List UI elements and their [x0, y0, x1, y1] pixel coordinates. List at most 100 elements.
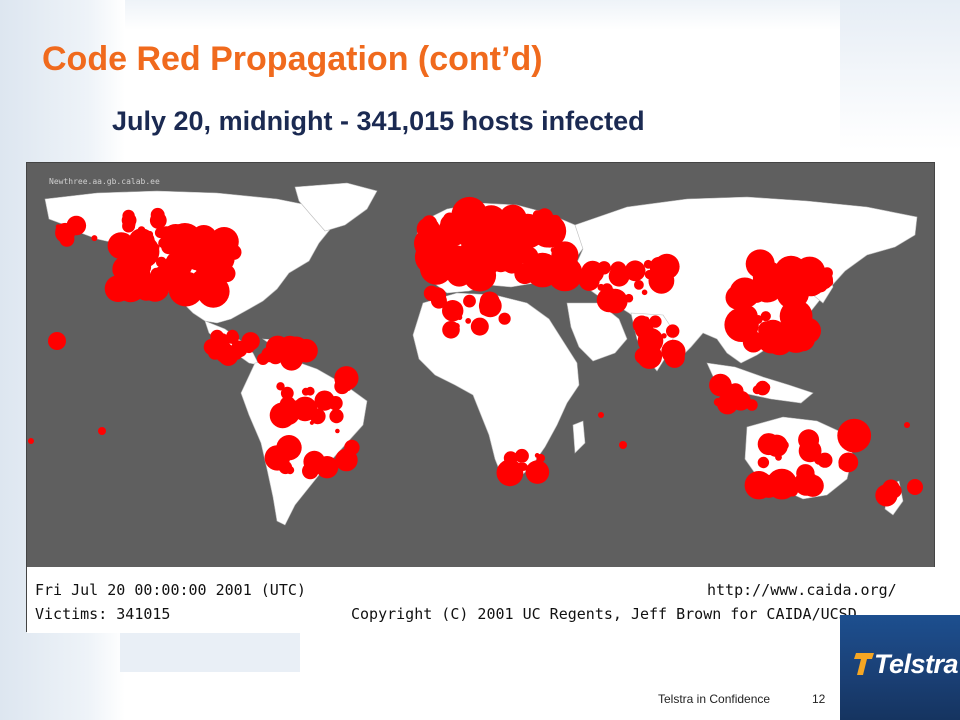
infection-marker [907, 479, 923, 495]
infection-marker [463, 294, 476, 308]
infection-marker [757, 433, 780, 456]
infection-marker [760, 311, 771, 322]
infection-marker [780, 322, 812, 353]
infection-marker [165, 250, 193, 278]
infection-marker [423, 285, 440, 301]
background-block-lower [120, 632, 300, 672]
infection-marker [727, 382, 732, 388]
infection-marker [536, 453, 545, 463]
infection-marker [503, 451, 518, 465]
infection-marker [838, 461, 847, 470]
infection-marker [634, 280, 644, 290]
infection-marker [241, 332, 260, 351]
infection-marker [276, 382, 285, 391]
infection-marker [644, 269, 655, 280]
telstra-logo: Telstra [840, 615, 960, 720]
infection-marker [153, 244, 160, 251]
infection-marker [601, 283, 613, 295]
infection-marker [643, 259, 653, 269]
infection-marker [303, 450, 326, 473]
infection-marker [457, 314, 463, 320]
infection-marker [583, 276, 591, 284]
infection-marker [218, 264, 236, 283]
map-victims-count: Victims: 341015 [35, 605, 171, 623]
infection-marker [323, 459, 331, 467]
infection-marker [751, 270, 784, 303]
infection-marker [643, 316, 650, 323]
infection-marker [427, 233, 455, 261]
infection-marker [149, 212, 167, 229]
infection-marker [654, 253, 680, 280]
infection-marker [820, 271, 829, 280]
infection-marker [104, 275, 132, 302]
infection-marker [195, 240, 219, 263]
infection-marker [335, 448, 358, 472]
footer-page-number: 12 [812, 692, 826, 706]
infection-marker [280, 340, 299, 359]
infection-marker [904, 422, 910, 428]
infection-marker [154, 227, 166, 239]
background-panel-top [125, 0, 960, 30]
infection-marker [345, 385, 352, 391]
infection-marker [757, 456, 770, 469]
infection-marker [761, 383, 771, 392]
land-africa [412, 292, 580, 482]
infection-marker [882, 479, 900, 497]
infection-marker [514, 448, 529, 463]
infection-marker [734, 309, 748, 323]
infection-marker [309, 420, 314, 425]
land-greenland [294, 182, 378, 232]
infection-marker [335, 428, 340, 434]
infection-marker [112, 247, 119, 254]
infection-marker [91, 235, 98, 242]
land-madagascar [572, 420, 586, 454]
infection-marker [124, 250, 146, 272]
infection-marker [464, 218, 481, 235]
slide-subtitle: July 20, midnight - 341,015 hosts infect… [112, 106, 645, 136]
infection-marker [766, 468, 798, 500]
infection-marker [314, 390, 335, 411]
caption-strip [27, 567, 936, 633]
infection-marker [878, 494, 888, 504]
infection-marker [98, 427, 106, 435]
infection-marker [444, 301, 450, 308]
infection-marker [596, 287, 622, 313]
telstra-t-icon [854, 653, 874, 675]
infection-marker [634, 347, 652, 365]
infection-marker [516, 462, 525, 472]
infection-marker [443, 212, 457, 227]
infection-marker [717, 393, 738, 415]
infection-marker [286, 466, 295, 475]
infection-marker [779, 440, 789, 450]
infection-marker [794, 471, 819, 496]
map-header-text: Newthree.aa.gb.calab.ee [49, 177, 160, 186]
infection-marker [257, 353, 269, 365]
infection-marker [757, 324, 786, 354]
infection-marker [222, 349, 232, 360]
infection-marker [778, 277, 783, 282]
map-source-url[interactable]: http://www.caida.org/ [707, 581, 897, 599]
infection-marker [280, 386, 294, 400]
infection-marker [123, 218, 136, 230]
infection-marker [121, 234, 131, 244]
infection-marker [66, 215, 87, 236]
infection-marker [478, 294, 502, 318]
infection-marker [481, 228, 487, 235]
infection-marker [498, 312, 511, 325]
infection-marker [419, 251, 453, 285]
infection-marker [519, 246, 539, 266]
infection-marker [140, 273, 170, 302]
infection-marker [59, 231, 75, 247]
map-copyright: Copyright (C) 2001 UC Regents, Jeff Brow… [351, 605, 857, 623]
infection-marker [549, 214, 561, 226]
infection-marker [475, 239, 492, 256]
infection-marker [746, 399, 758, 411]
slide-title: Code Red Propagation (cont’d) [42, 40, 543, 78]
infection-marker [470, 317, 489, 336]
world-map-graphic [27, 182, 936, 633]
infection-marker [641, 289, 648, 296]
infection-marker [731, 388, 738, 396]
infection-marker [279, 396, 296, 413]
infection-marker [661, 339, 686, 364]
infection-marker [334, 378, 350, 395]
